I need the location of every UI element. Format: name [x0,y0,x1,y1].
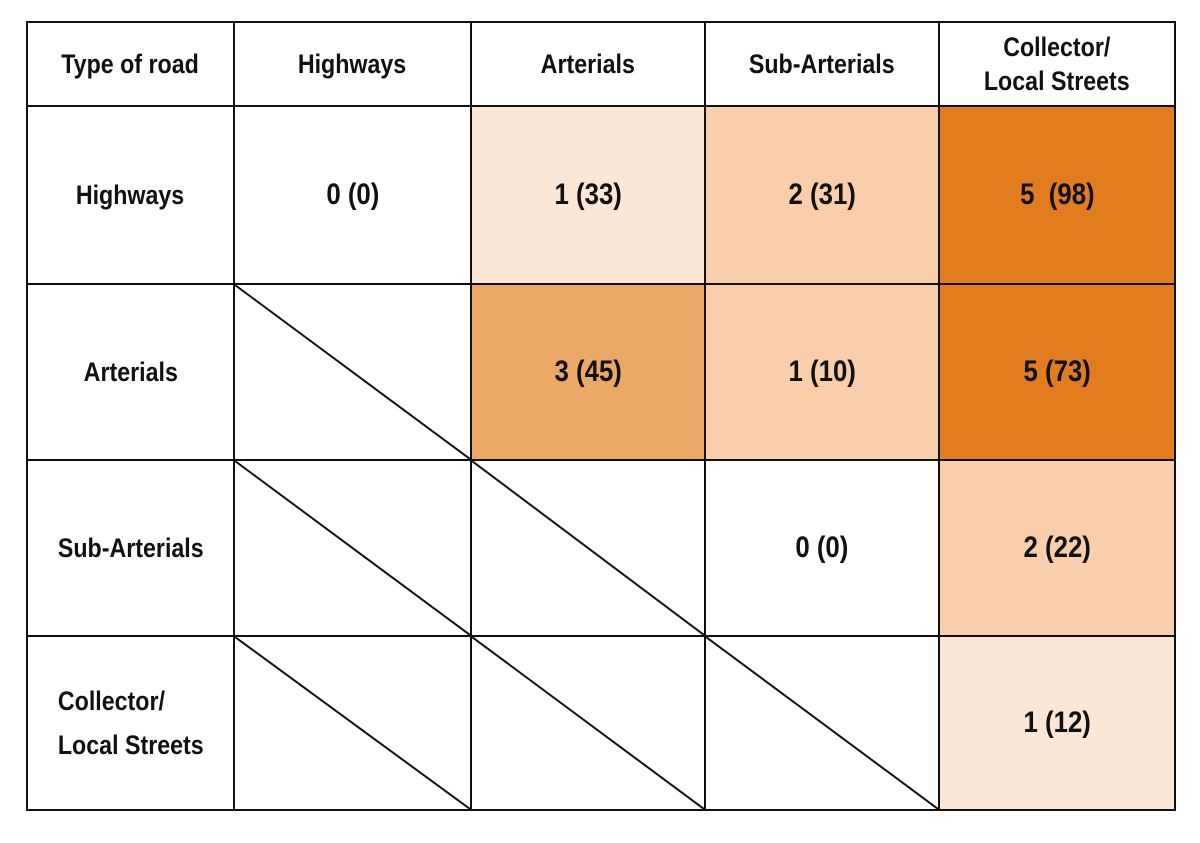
matrix-row-highways: Highways 0 (0) 1 (33) 2 (31) 5 (98) [26,105,1176,285]
diagonal-line [235,637,470,809]
row-label: Highways [76,180,185,210]
cell-value: 1 (10) [788,355,856,388]
diagonal-slash [235,285,470,459]
matrix-row-arterials: Arterials 3 (45) 1 (10) 5 (73) [26,283,1176,461]
header-col-highways: Highways [233,21,472,107]
cell-arterials-sub-arterials: 1 (10) [704,283,940,461]
cell-sub-arterials-collector: 2 (22) [938,459,1176,637]
cell-collector-collector: 1 (12) [938,635,1176,811]
cell-highways-arterials: 1 (33) [470,105,706,285]
row-label-cell: Arterials [26,283,235,461]
cell-highways-sub-arterials: 2 (31) [704,105,940,285]
diagonal-slash [235,461,470,635]
diagonal-line [235,285,470,459]
cell-value: 1 (12) [1023,706,1091,739]
cell-highways-highways: 0 (0) [233,105,472,285]
header-col-label: Highways [298,49,407,79]
header-col-label: Collector/ Local Streets [984,31,1130,96]
row-label: Collector/ Local Streets [57,686,204,760]
empty-cell-collector-sub-arterials [704,635,940,811]
diagonal-line [706,637,938,809]
cell-value: 3 (45) [554,355,622,388]
cell-highways-collector: 5 (98) [938,105,1176,285]
row-label-cell: Collector/ Local Streets [26,635,235,811]
header-col-collector: Collector/ Local Streets [938,21,1176,107]
road-conflict-matrix: Type of road Highways Arterials Sub-Arte… [26,21,1176,811]
row-label: Sub-Arterials [57,533,204,563]
diagonal-slash [472,461,704,635]
cell-value: 5 (98) [1019,178,1095,211]
empty-cell-collector-arterials [470,635,706,811]
cell-arterials-arterials: 3 (45) [470,283,706,461]
header-col-arterials: Arterials [470,21,706,107]
header-corner: Type of road [26,21,235,107]
header-col-sub-arterials: Sub-Arterials [704,21,940,107]
diagonal-slash [706,637,938,809]
empty-cell-sub-arterials-arterials [470,459,706,637]
matrix-body: Highways 0 (0) 1 (33) 2 (31) 5 (98) Arterials… [26,105,1176,811]
row-label-cell: Sub-Arterials [26,459,235,637]
cell-value: 1 (33) [554,178,622,211]
cell-value: 0 (0) [325,178,380,211]
row-label-cell: Highways [26,105,235,285]
cell-sub-arterials-sub-arterials: 0 (0) [704,459,940,637]
header-row: Type of road Highways Arterials Sub-Arte… [26,21,1176,107]
header-col-label: Arterials [540,49,636,79]
cell-value: 5 (73) [1023,355,1091,388]
empty-cell-arterials-highways [233,283,472,461]
header-col-label: Sub-Arterials [749,49,895,79]
cell-value: 2 (22) [1023,531,1091,564]
cell-value: 0 (0) [795,531,849,564]
header-corner-label: Type of road [61,49,200,79]
diagonal-line [472,637,704,809]
diagonal-slash [235,637,470,809]
cell-value: 2 (31) [788,178,856,211]
empty-cell-collector-highways [233,635,472,811]
matrix-row-sub-arterials: Sub-Arterials 0 (0) 2 (22) [26,459,1176,637]
diagonal-slash [472,637,704,809]
cell-arterials-collector: 5 (73) [938,283,1176,461]
matrix-row-collector: Collector/ Local Streets 1 (12) [26,635,1176,811]
empty-cell-sub-arterials-highways [233,459,472,637]
row-label: Arterials [83,357,178,387]
diagonal-line [235,461,470,635]
diagonal-line [472,461,704,635]
